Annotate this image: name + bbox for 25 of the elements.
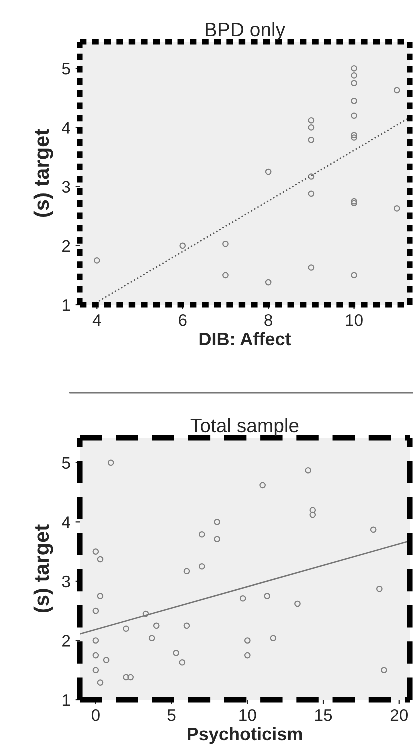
x-tick-label: 8 <box>264 314 272 326</box>
x-tick-label: 5 <box>168 710 176 722</box>
x-tick-label: 0 <box>92 709 100 722</box>
x-axis-title: DIB: Affect <box>200 332 292 346</box>
x-tick-label: 4 <box>92 314 102 326</box>
x-tick-label: 15 <box>316 710 332 722</box>
x-tick-label: 6 <box>179 314 187 326</box>
y-tick-label: 5 <box>62 63 70 75</box>
y-tick-label: 2 <box>62 635 70 647</box>
chart-title: Total sample <box>190 418 299 436</box>
y-tick-label: 2 <box>62 240 70 252</box>
x-tick-label: 10 <box>240 709 256 722</box>
y-tick-label: 1 <box>62 300 70 312</box>
x-tick-label: 10 <box>346 314 363 326</box>
y-tick-label: 3 <box>62 181 70 193</box>
x-axis-title: Psychoticism <box>188 727 302 744</box>
y-tick-label: 1 <box>62 694 70 706</box>
chart-title: BPD only <box>206 22 286 40</box>
y-tick-label: 4 <box>62 122 70 134</box>
x-tick-label: 20 <box>390 709 408 722</box>
y-axis-title: (s) target <box>34 129 54 218</box>
y-tick-label: 3 <box>62 576 70 588</box>
y-axis-title: (s) target <box>34 524 54 613</box>
y-tick-label: 4 <box>62 516 70 528</box>
y-tick-label: 5 <box>62 457 70 470</box>
